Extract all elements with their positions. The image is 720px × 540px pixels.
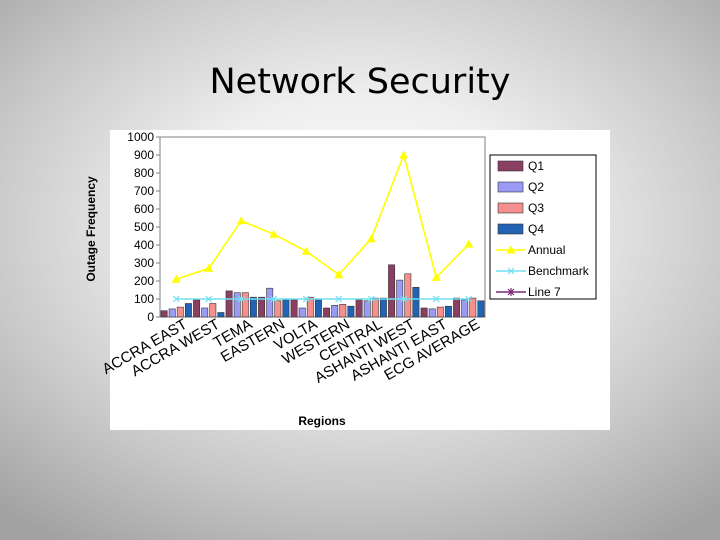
point-annual xyxy=(236,216,246,225)
point-benchmark xyxy=(335,295,343,303)
point-annual xyxy=(269,229,279,238)
bar-q1 xyxy=(355,298,363,318)
bar-q3 xyxy=(306,296,314,318)
bar-q3 xyxy=(209,303,217,318)
point-benchmark xyxy=(432,295,440,303)
line-annual xyxy=(175,152,470,280)
plot-area xyxy=(159,136,486,318)
bar-q1 xyxy=(290,299,298,318)
bar-q2 xyxy=(461,299,469,318)
y-tick-label: 900 xyxy=(134,148,154,162)
legend-swatch-q1 xyxy=(497,160,524,172)
legend-label-q4: Q4 xyxy=(528,222,544,236)
legend-swatch-q3 xyxy=(497,202,524,214)
bar-q1 xyxy=(453,297,461,318)
point-benchmark xyxy=(465,295,473,303)
bar-q3 xyxy=(404,273,412,318)
bar-q3 xyxy=(176,306,184,318)
bar-q2 xyxy=(266,287,274,318)
legend-label-benchmark: Benchmark xyxy=(528,264,590,278)
y-tick-label: 500 xyxy=(134,220,154,234)
bar-q3 xyxy=(469,297,477,318)
legend-marker-line-7 xyxy=(507,288,515,296)
y-tick-label: 400 xyxy=(134,238,154,252)
point-benchmark xyxy=(172,295,180,303)
point-benchmark xyxy=(302,295,310,303)
bar-q4 xyxy=(477,300,485,318)
y-tick-label: 800 xyxy=(134,166,154,180)
bar-q1 xyxy=(225,290,233,318)
point-annual xyxy=(431,272,441,281)
bar-q1 xyxy=(420,307,428,318)
bar-q3 xyxy=(274,300,282,318)
bar-q4 xyxy=(379,297,387,318)
y-tick-label: 1000 xyxy=(127,130,154,144)
legend-label-q3: Q3 xyxy=(528,201,544,215)
legend-marker-annual xyxy=(506,245,516,254)
point-annual xyxy=(204,263,214,272)
slide-title: Network Security xyxy=(209,62,511,102)
x-axis-title: Regions xyxy=(298,414,346,428)
point-annual xyxy=(334,270,344,279)
point-benchmark xyxy=(400,295,408,303)
point-annual xyxy=(464,239,474,248)
bar-q4 xyxy=(249,296,257,318)
line-series-group xyxy=(171,150,474,303)
bar-q4 xyxy=(412,286,420,318)
y-tick-label: 600 xyxy=(134,202,154,216)
bar-q2 xyxy=(233,292,241,318)
y-axis-ticks: 0 100 200 300 400 500 600 700 800 900 1000 xyxy=(127,130,160,324)
bar-q2 xyxy=(363,300,371,318)
legend-label-line-7: Line 7 xyxy=(528,285,561,299)
y-tick-label: 0 xyxy=(147,310,154,324)
bar-q3 xyxy=(241,292,249,318)
bar-q1 xyxy=(160,310,168,318)
y-tick-label: 300 xyxy=(134,256,154,270)
point-annual xyxy=(301,246,311,255)
point-benchmark xyxy=(270,295,278,303)
bar-q3 xyxy=(436,306,444,318)
bar-q1 xyxy=(258,296,266,318)
bar-q2 xyxy=(331,304,339,318)
legend-swatch-q2 xyxy=(497,181,524,193)
bar-q3 xyxy=(371,297,379,318)
point-benchmark xyxy=(205,295,213,303)
y-tick-label: 700 xyxy=(134,184,154,198)
legend-label-q2: Q2 xyxy=(528,180,544,194)
point-annual xyxy=(366,234,376,243)
bar-q4 xyxy=(217,312,225,318)
point-benchmark xyxy=(367,295,375,303)
legend-swatch-q4 xyxy=(497,223,524,235)
bar-q2 xyxy=(428,308,436,318)
bar-q3 xyxy=(339,304,347,318)
point-annual xyxy=(171,274,181,283)
bar-q1 xyxy=(323,307,331,318)
bar-q1 xyxy=(193,299,201,318)
bar-q4 xyxy=(314,299,322,318)
legend-marker-benchmark xyxy=(507,267,515,275)
legend-label-annual: Annual xyxy=(528,243,565,257)
legend-label-q1: Q1 xyxy=(528,159,544,173)
bar-q4 xyxy=(444,305,452,318)
point-annual xyxy=(399,150,409,159)
bar-series-group xyxy=(160,264,485,318)
chart-legend: Q1 Q2 Q3 Q4 Annual Benchmark Line 7 xyxy=(489,154,597,300)
bar-q1 xyxy=(388,264,396,318)
bar-q2 xyxy=(298,307,306,318)
y-axis-title: Outage Frequency xyxy=(84,176,98,282)
bar-q2 xyxy=(201,307,209,318)
y-tick-label: 100 xyxy=(134,292,154,306)
y-tick-label: 200 xyxy=(134,274,154,288)
bar-q4 xyxy=(184,303,192,318)
bar-q4 xyxy=(282,298,290,318)
point-benchmark xyxy=(237,295,245,303)
bar-q2 xyxy=(168,308,176,318)
bar-q4 xyxy=(347,305,355,318)
